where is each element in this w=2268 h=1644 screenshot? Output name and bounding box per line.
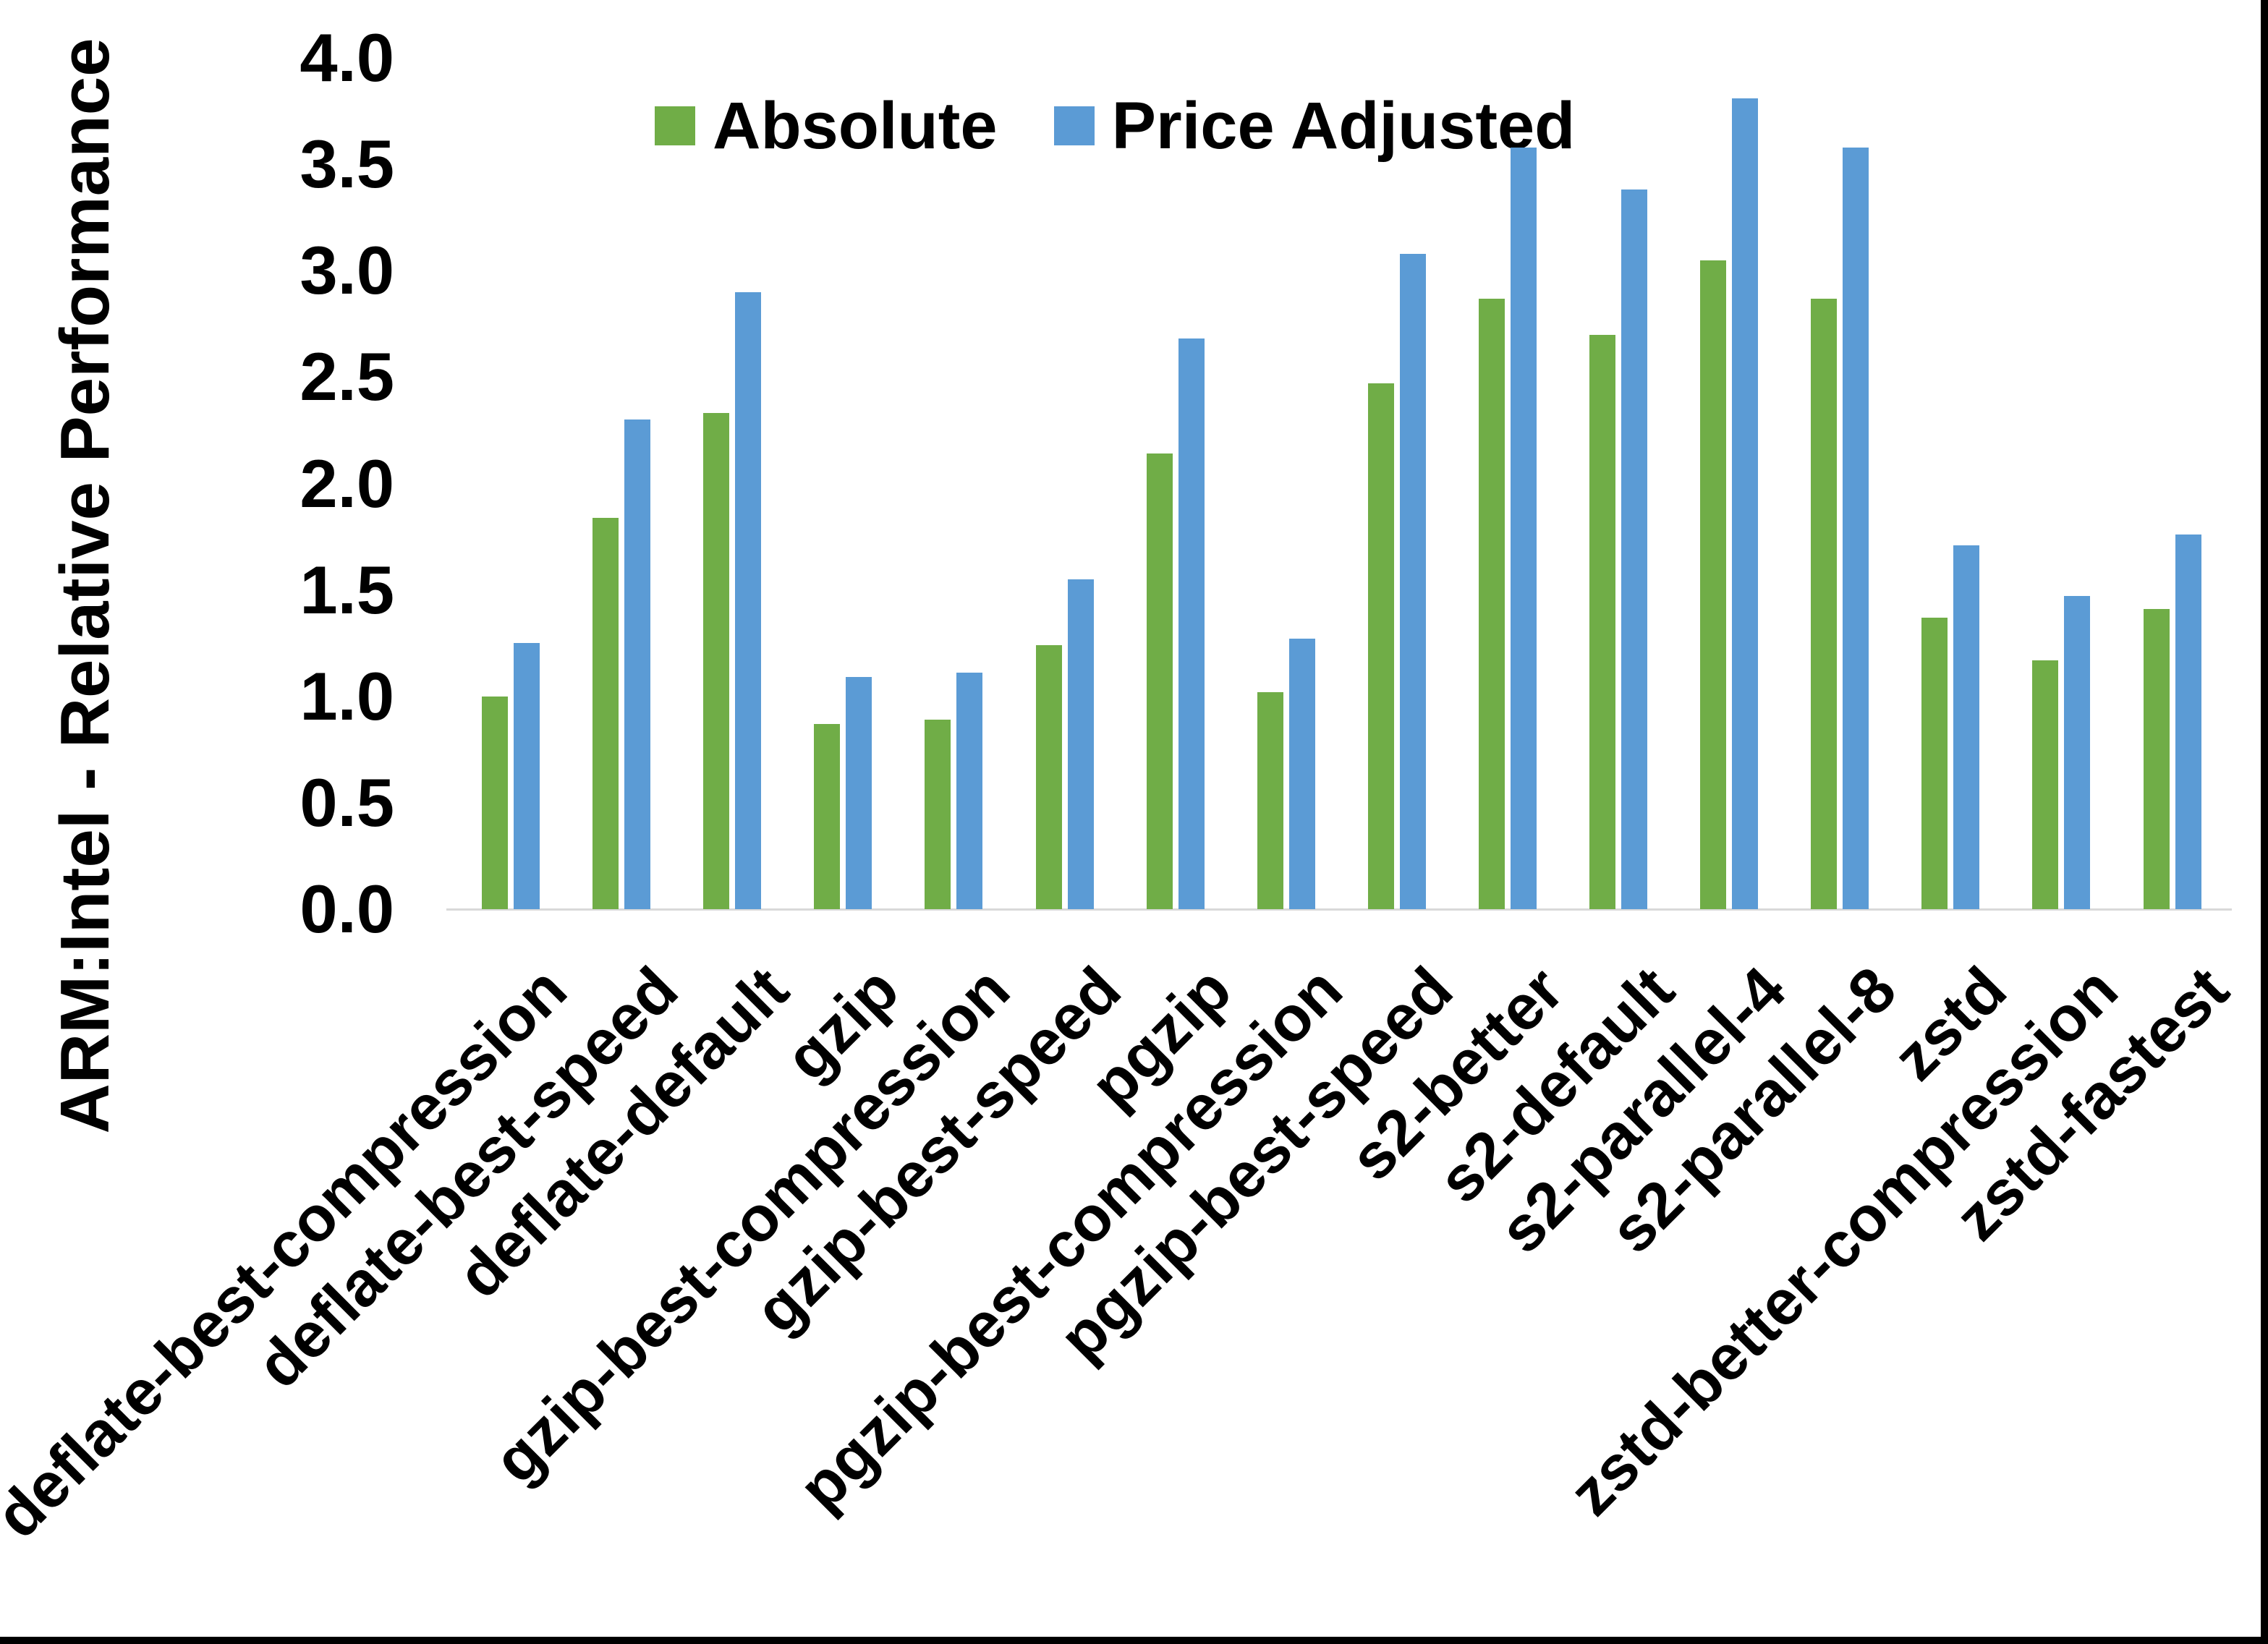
bar-absolute-gzip — [814, 724, 841, 909]
bar-price-adjusted-deflate-best-speed — [624, 419, 651, 909]
bar-absolute-gzip-best-compression — [925, 720, 951, 909]
bar-absolute-s2-parallel-8 — [1811, 298, 1838, 909]
bar-price-adjusted-pgzip — [1178, 338, 1205, 909]
bar-price-adjusted-zstd — [1953, 545, 1980, 909]
bar-price-adjusted-pgzip-best-speed — [1399, 253, 1426, 909]
bar-absolute-gzip-best-speed — [1035, 645, 1062, 909]
legend-item: Absolute — [655, 93, 998, 159]
legend-label: Price Adjusted — [1111, 89, 1576, 163]
y-tick-label: 0.0 — [300, 871, 394, 947]
bar-absolute-pgzip-best-compression — [1257, 691, 1283, 909]
y-axis-title: ARM:Intel - Relative Performance — [46, 38, 124, 1134]
bar-price-adjusted-pgzip-best-compression — [1288, 639, 1315, 909]
bar-absolute-s2-better — [1478, 298, 1505, 909]
bar-absolute-deflate-best-speed — [593, 517, 619, 909]
bar-price-adjusted-deflate-default — [735, 291, 762, 909]
bar-absolute-s2-parallel-4 — [1700, 260, 1727, 909]
bar-price-adjusted-s2-parallel-4 — [1732, 98, 1759, 909]
bar-price-adjusted-s2-default — [1621, 189, 1647, 909]
legend: Absolute Price Adjusted — [655, 93, 1575, 159]
bar-price-adjusted-gzip — [846, 677, 872, 909]
border-bottom — [0, 1637, 2268, 1644]
bar-price-adjusted-zstd-better-compression — [2064, 596, 2091, 909]
bar-price-adjusted-gzip-best-compression — [956, 673, 983, 909]
bar-absolute-zstd-better-compression — [2032, 660, 2059, 909]
bar-absolute-s2-default — [1589, 334, 1615, 909]
y-tick-label: 1.0 — [300, 657, 394, 734]
y-tick-label: 2.5 — [300, 338, 394, 415]
bar-price-adjusted-deflate-best-compression — [514, 643, 540, 909]
y-tick-label: 0.5 — [300, 764, 394, 840]
bar-absolute-pgzip — [1146, 453, 1173, 909]
bar-price-adjusted-gzip-best-speed — [1067, 579, 1094, 909]
legend-swatch-icon — [1053, 106, 1095, 145]
bar-absolute-pgzip-best-speed — [1367, 383, 1394, 909]
y-tick-label: 1.5 — [300, 551, 394, 628]
border-right — [2261, 0, 2268, 1644]
bar-absolute-deflate-best-compression — [482, 696, 508, 909]
legend-item: Price Adjusted — [1053, 89, 1576, 163]
legend-label: Absolute — [713, 89, 998, 163]
bar-price-adjusted-zstd-fastest — [2175, 534, 2201, 909]
y-tick-label: 2.0 — [300, 445, 394, 521]
x-axis-line — [446, 908, 2232, 911]
y-tick-label: 3.5 — [300, 126, 394, 203]
bar-price-adjusted-s2-parallel-8 — [1843, 147, 1869, 909]
bar-absolute-zstd-fastest — [2143, 609, 2170, 909]
y-tick-label: 4.0 — [300, 20, 394, 95]
y-tick-label: 3.0 — [300, 232, 394, 309]
bar-absolute-deflate-default — [703, 413, 730, 909]
bar-absolute-zstd — [1921, 617, 1948, 909]
legend-swatch-icon — [655, 106, 695, 145]
bar-price-adjusted-s2-better — [1510, 147, 1537, 909]
